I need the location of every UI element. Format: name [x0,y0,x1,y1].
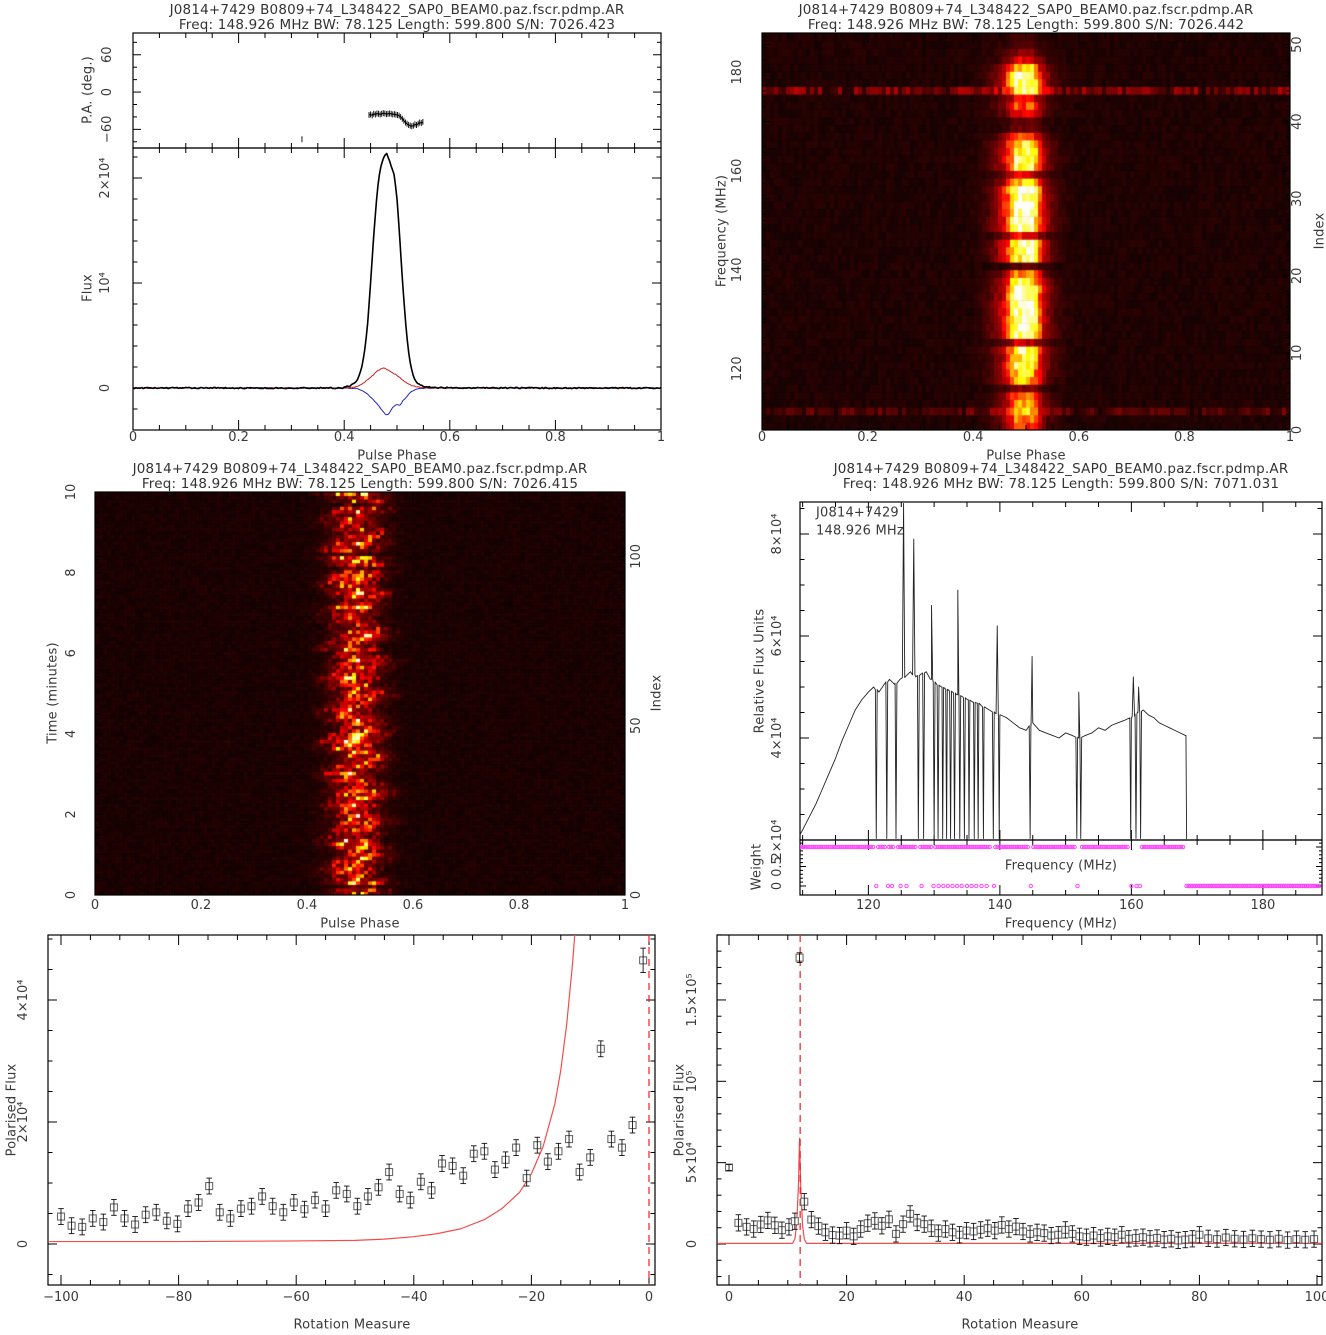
svg-text:4: 4 [64,730,79,738]
freq-phase-title-line1: J0814+7429 B0809+74_L348422_SAP0_BEAM0.p… [798,2,1254,18]
svg-text:−100: −100 [43,1290,79,1305]
profile-title-line1: J0814+7429 B0809+74_L348422_SAP0_BEAM0.p… [169,2,625,18]
svg-text:50: 50 [629,717,644,734]
relative-flux-axis-label: Relative Flux Units [752,608,768,734]
svg-text:120: 120 [856,898,881,913]
subint-index-axis-label: Index [649,674,665,712]
svg-text:2×10⁴: 2×10⁴ [770,820,785,861]
rm-right-xaxis-label: Rotation Measure [961,1317,1079,1333]
spectrum-annotation-freq: 148.926 MHz [816,523,904,539]
spectrum-title-line2: Freq: 148.926 MHz BW: 78.125 Length: 599… [842,476,1280,492]
svg-text:−20: −20 [518,1290,545,1305]
pa-axis-label: P.A. (deg.) [80,56,96,124]
svg-text:0: 0 [98,384,113,392]
svg-text:4×10⁴: 4×10⁴ [770,718,785,759]
svg-text:2: 2 [64,810,79,818]
flux-axis-label: Flux [80,274,96,302]
svg-text:0.8: 0.8 [545,430,566,445]
svg-text:−80: −80 [165,1290,192,1305]
svg-text:160: 160 [1119,898,1144,913]
svg-text:0: 0 [16,1240,31,1248]
svg-text:0.5: 0.5 [770,856,785,877]
rm-left-xaxis-label: Rotation Measure [293,1317,411,1333]
index-axis-label: Index [1312,212,1326,250]
svg-text:160: 160 [730,159,745,184]
svg-text:0.4: 0.4 [334,430,355,445]
svg-text:100: 100 [1305,1290,1326,1305]
svg-text:0: 0 [1290,426,1305,434]
svg-text:0.6: 0.6 [403,898,424,913]
svg-text:6: 6 [64,649,79,657]
spectrum-inner-xaxis-label: Frequency (MHz) [1004,858,1118,874]
time-phase-title-line2: Freq: 148.926 MHz BW: 78.125 Length: 599… [141,476,579,492]
svg-text:140: 140 [987,898,1012,913]
svg-text:120: 120 [730,356,745,381]
svg-text:−60: −60 [100,116,115,143]
svg-text:6×10⁴: 6×10⁴ [770,616,785,657]
time-axis-label: Time (minutes) [45,642,61,744]
svg-text:0.4: 0.4 [963,430,984,445]
svg-text:0.2: 0.2 [857,430,878,445]
svg-text:0.6: 0.6 [439,430,460,445]
svg-text:10: 10 [1290,345,1305,362]
time-phase-xaxis-label: Pulse Phase [320,916,400,932]
svg-text:10⁴: 10⁴ [98,272,113,294]
time-phase-heatmap-canvas [95,492,625,895]
freq-phase-title-line2: Freq: 148.926 MHz BW: 78.125 Length: 599… [807,17,1245,33]
rm-left-yaxis-label: Polarised Flux [4,1063,20,1157]
svg-text:1: 1 [657,430,665,445]
profile-title-line2: Freq: 148.926 MHz BW: 78.125 Length: 599… [178,17,616,33]
svg-text:0: 0 [645,1290,653,1305]
svg-text:−40: −40 [400,1290,427,1305]
weight-axis-label: Weight [749,843,765,891]
svg-text:60: 60 [100,46,115,63]
freq-phase-heatmap-canvas [762,33,1290,430]
svg-text:180: 180 [730,60,745,85]
svg-text:140: 140 [730,257,745,282]
svg-text:20: 20 [838,1290,855,1305]
svg-text:40: 40 [956,1290,973,1305]
spectrum-xaxis-label: Frequency (MHz) [1004,916,1118,932]
svg-text:0: 0 [100,88,115,96]
svg-text:0: 0 [129,430,137,445]
svg-text:0.8: 0.8 [1174,430,1195,445]
svg-text:100: 100 [629,544,644,569]
svg-text:0: 0 [725,1290,733,1305]
svg-text:0: 0 [91,898,99,913]
svg-text:10: 10 [64,484,79,501]
svg-text:0: 0 [64,891,79,899]
freq-phase-xaxis-label: Pulse Phase [986,448,1066,464]
svg-text:80: 80 [1191,1290,1208,1305]
rm-right-yaxis-label: Polarised Flux [672,1063,688,1157]
svg-text:0.4: 0.4 [297,898,318,913]
svg-text:20: 20 [1290,268,1305,285]
svg-text:0.6: 0.6 [1068,430,1089,445]
svg-text:0.2: 0.2 [228,430,249,445]
svg-text:40: 40 [1290,113,1305,130]
profile-xaxis-label: Pulse Phase [357,448,437,464]
svg-text:1: 1 [621,898,629,913]
svg-text:1: 1 [1286,430,1294,445]
time-phase-title-line1: J0814+7429 B0809+74_L348422_SAP0_BEAM0.p… [132,461,588,477]
spectrum-title-line1: J0814+7429 B0809+74_L348422_SAP0_BEAM0.p… [833,461,1289,477]
frequency-axis-label: Frequency (MHz) [714,174,730,288]
svg-text:8×10⁴: 8×10⁴ [770,514,785,555]
svg-text:0: 0 [770,882,785,890]
svg-text:−60: −60 [282,1290,309,1305]
svg-text:4×10⁴: 4×10⁴ [16,980,31,1021]
svg-text:60: 60 [1074,1290,1091,1305]
svg-text:0: 0 [758,430,766,445]
svg-text:180: 180 [1250,898,1275,913]
svg-text:0.2: 0.2 [191,898,212,913]
svg-text:30: 30 [1290,190,1305,207]
svg-text:50: 50 [1290,36,1305,53]
spectrum-annotation-source: J0814+7429 [816,505,899,521]
svg-text:0: 0 [629,891,644,899]
svg-text:0.8: 0.8 [509,898,530,913]
svg-text:2×10⁴: 2×10⁴ [98,158,113,199]
svg-text:1.5×10⁵: 1.5×10⁵ [685,973,700,1026]
svg-text:8: 8 [64,568,79,576]
svg-text:0: 0 [685,1240,700,1248]
